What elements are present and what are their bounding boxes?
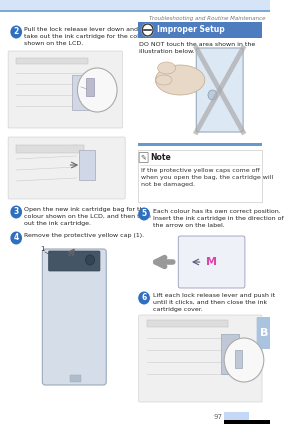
Circle shape	[138, 292, 150, 304]
Circle shape	[11, 232, 22, 245]
Circle shape	[141, 23, 154, 37]
Bar	[224, 420, 270, 424]
Ellipse shape	[158, 62, 175, 74]
Text: 4: 4	[14, 234, 19, 243]
Circle shape	[77, 68, 117, 112]
FancyBboxPatch shape	[139, 315, 262, 402]
Bar	[138, 143, 262, 146]
Circle shape	[138, 207, 150, 220]
Text: Improper Setup: Improper Setup	[157, 25, 224, 34]
Bar	[235, 350, 242, 368]
Text: M: M	[206, 257, 217, 267]
Circle shape	[224, 338, 264, 382]
Text: 1: 1	[40, 246, 45, 252]
Bar	[224, 412, 249, 420]
Circle shape	[85, 255, 94, 265]
FancyBboxPatch shape	[49, 251, 100, 271]
FancyBboxPatch shape	[8, 137, 125, 199]
Bar	[147, 320, 228, 327]
Text: 97: 97	[213, 414, 222, 420]
Bar	[0, 10, 270, 11]
Bar	[16, 145, 84, 153]
Ellipse shape	[155, 65, 205, 95]
FancyBboxPatch shape	[256, 317, 271, 349]
Text: ✎: ✎	[141, 154, 147, 161]
Text: B: B	[260, 328, 268, 338]
Circle shape	[11, 25, 22, 39]
Text: Troubleshooting and Routine Maintenance: Troubleshooting and Routine Maintenance	[149, 16, 266, 21]
FancyBboxPatch shape	[196, 48, 243, 132]
FancyBboxPatch shape	[8, 51, 122, 128]
Bar	[0, 0, 270, 10]
Text: Open the new ink cartridge bag for the
colour shown on the LCD, and then take
ou: Open the new ink cartridge bag for the c…	[24, 207, 151, 226]
FancyBboxPatch shape	[178, 236, 245, 288]
Text: DO NOT touch the area shown in the
illustration below.: DO NOT touch the area shown in the illus…	[139, 42, 255, 54]
Bar	[138, 22, 262, 38]
Text: Each colour has its own correct position.
Insert the ink cartridge in the direct: Each colour has its own correct position…	[153, 209, 284, 228]
Text: 2: 2	[14, 28, 19, 36]
Circle shape	[11, 206, 22, 218]
FancyBboxPatch shape	[138, 150, 262, 202]
Ellipse shape	[156, 75, 172, 85]
Text: 6: 6	[141, 293, 147, 302]
Bar	[16, 58, 88, 64]
Text: Note: Note	[150, 153, 171, 162]
Bar	[72, 75, 92, 110]
Text: 3: 3	[14, 207, 19, 217]
Bar	[86, 78, 94, 96]
Circle shape	[208, 90, 217, 100]
Text: If the protective yellow caps come off
when you open the bag, the cartridge will: If the protective yellow caps come off w…	[141, 168, 274, 187]
Bar	[70, 375, 81, 382]
Bar	[79, 150, 95, 180]
FancyBboxPatch shape	[42, 249, 106, 385]
FancyBboxPatch shape	[139, 153, 148, 162]
Text: Pull the lock release lever down and
take out the ink cartridge for the colour
s: Pull the lock release lever down and tak…	[24, 27, 150, 46]
Bar	[220, 334, 238, 374]
Text: Remove the protective yellow cap (1).: Remove the protective yellow cap (1).	[24, 233, 144, 238]
Text: 5: 5	[142, 209, 147, 218]
Text: Lift each lock release lever and push it
until it clicks, and then close the ink: Lift each lock release lever and push it…	[153, 293, 275, 312]
